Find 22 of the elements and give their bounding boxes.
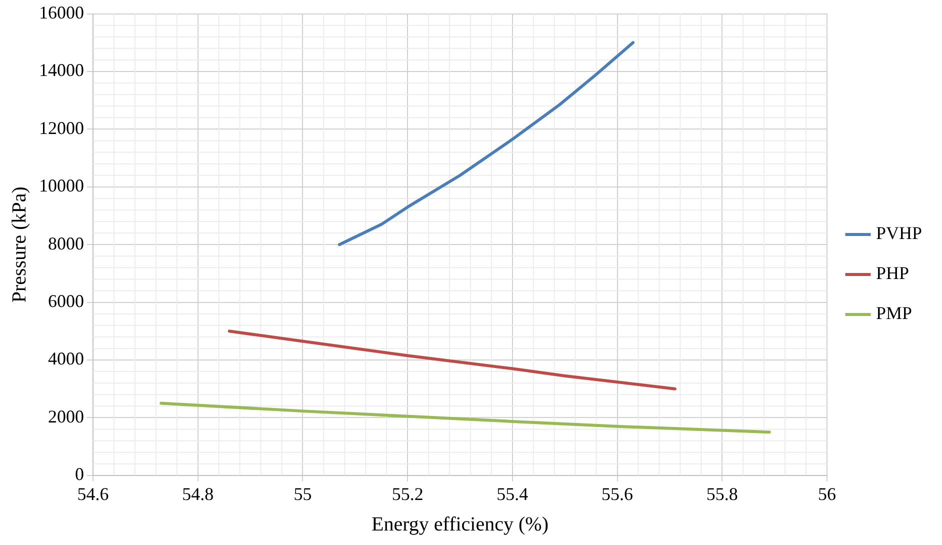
y-tick-label: 4000 xyxy=(48,348,84,369)
legend-label: PVHP xyxy=(876,223,922,244)
y-tick-label: 6000 xyxy=(48,291,84,312)
legend-label: PMP xyxy=(876,303,912,324)
x-tick-label: 54.6 xyxy=(77,484,109,504)
y-tick-label: 10000 xyxy=(39,176,84,196)
y-tick-label: 2000 xyxy=(48,406,84,426)
x-tick-label: 55.4 xyxy=(496,484,528,504)
y-tick-label: 16000 xyxy=(39,2,84,23)
legend-label: PHP xyxy=(876,263,910,284)
x-tick-label: 56 xyxy=(818,484,836,504)
x-tick-label: 55.6 xyxy=(602,484,634,504)
y-tick-label: 12000 xyxy=(39,118,84,138)
y-tick-label: 8000 xyxy=(48,233,84,254)
x-tick-label: 55.2 xyxy=(392,484,424,504)
x-tick-label: 55.8 xyxy=(706,484,738,504)
y-tick-label: 0 xyxy=(75,464,84,484)
x-axis-title: Energy efficiency (%) xyxy=(372,513,548,536)
x-tick-label: 54.8 xyxy=(182,484,214,504)
x-tick-label: 55 xyxy=(294,484,312,504)
y-axis-title: Pressure (kPa) xyxy=(8,186,30,303)
y-tick-label: 14000 xyxy=(39,60,84,80)
